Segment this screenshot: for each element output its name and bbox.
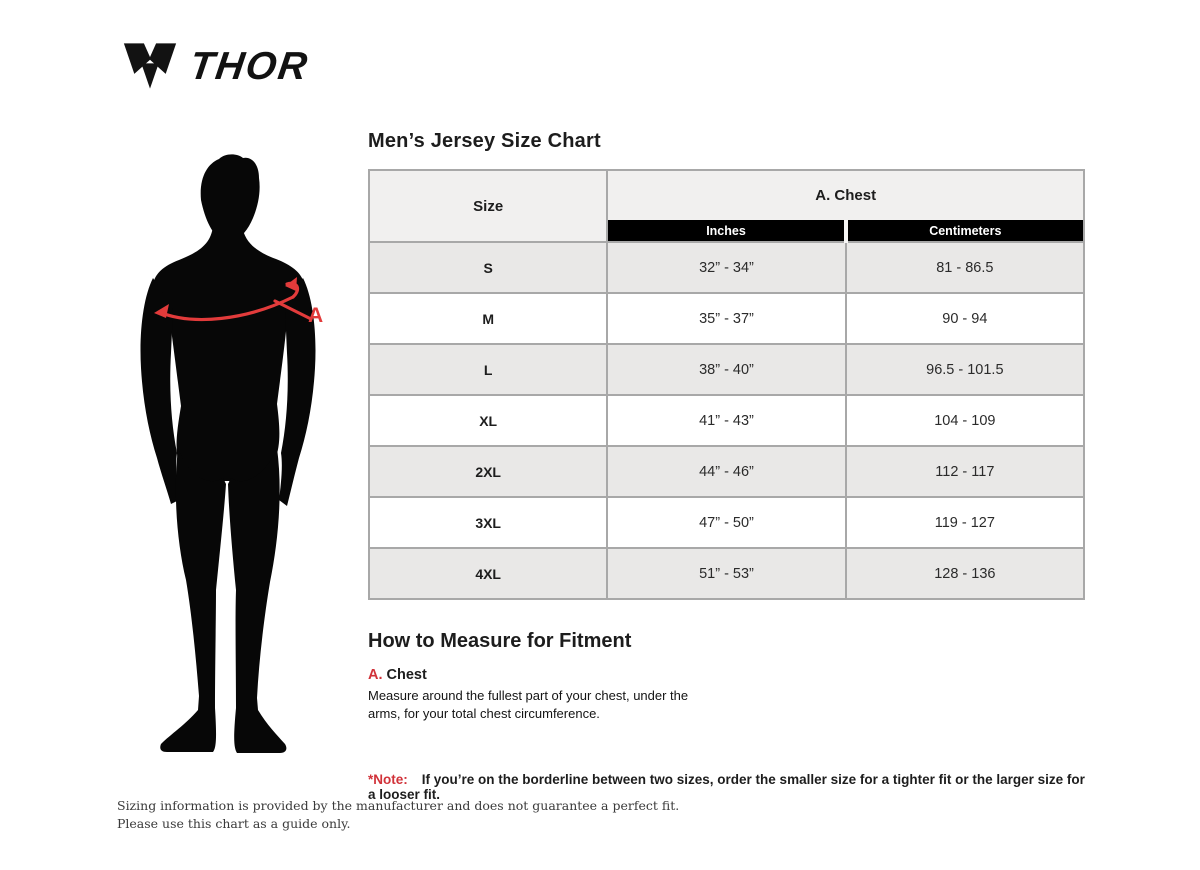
centimeters-value: 96.5 - 101.5 — [844, 343, 1086, 396]
measurement-figure: A — [115, 148, 355, 768]
table-row-3xl: 3XL 47” - 50” 119 - 127 — [367, 496, 1086, 549]
measure-item-description: Measure around the fullest part of your … — [368, 688, 689, 721]
measurement-label-a: A — [308, 304, 324, 327]
inches-value: 32” - 34” — [606, 241, 847, 294]
centimeters-value: 81 - 86.5 — [844, 241, 1086, 294]
centimeters-value: 119 - 127 — [844, 496, 1086, 549]
centimeters-value: 90 - 94 — [844, 292, 1086, 345]
size-label: M — [367, 292, 609, 345]
measure-section-title: How to Measure for Fitment — [368, 630, 632, 652]
column-header-inches: Inches — [606, 220, 847, 243]
table-row-2xl: 2XL 44” - 46” 112 - 117 — [367, 445, 1086, 498]
disclaimer-line-1: Sizing information is provided by the ma… — [117, 798, 680, 813]
disclaimer-line-2: Please use this chart as a guide only. — [117, 816, 351, 832]
note-label: *Note: — [368, 772, 408, 788]
inches-value: 41” - 43” — [606, 394, 847, 447]
size-label: S — [367, 241, 609, 294]
table-row-xl: XL 41” - 43” 104 - 109 — [367, 394, 1086, 447]
centimeters-value: 104 - 109 — [844, 394, 1086, 447]
column-header-chest: A. Chest — [606, 169, 1085, 220]
centimeters-value: 112 - 117 — [844, 445, 1086, 498]
measure-item-letter: A. — [368, 667, 383, 683]
size-label: XL — [367, 394, 609, 447]
inches-value: 35” - 37” — [606, 292, 847, 345]
inches-value: 51” - 53” — [606, 547, 847, 600]
brand-logo: THOR — [123, 42, 312, 90]
inches-value: 47” - 50” — [606, 496, 847, 549]
column-header-size: Size — [367, 169, 609, 243]
disclaimer: Sizing information is provided by the ma… — [117, 797, 679, 833]
size-label: 3XL — [367, 496, 609, 549]
table-row-s: S 32” - 34” 81 - 86.5 — [367, 241, 1086, 294]
brand-name: THOR — [186, 44, 312, 88]
size-chart-title: Men’s Jersey Size Chart — [368, 130, 601, 152]
table-row-4xl: 4XL 51” - 53” 128 - 136 — [367, 547, 1086, 600]
inches-value: 44” - 46” — [606, 445, 847, 498]
centimeters-value: 128 - 136 — [844, 547, 1086, 600]
size-label: 2XL — [367, 445, 609, 498]
size-label: 4XL — [367, 547, 609, 600]
column-header-centimeters: Centimeters — [843, 220, 1086, 243]
size-chart-content: Men’s Jersey Size Chart Size A. Chest In… — [367, 130, 1086, 802]
size-label: L — [367, 343, 609, 396]
sizing-note: *Note: If you’re on the borderline betwee… — [368, 772, 1085, 802]
measure-item-chest: A. Chest Measure around the fullest part… — [368, 667, 1085, 722]
measure-item-name: Chest — [386, 667, 427, 683]
note-text: If you’re on the borderline between two … — [368, 772, 1085, 803]
thor-y-icon — [123, 43, 177, 89]
male-silhouette-graphic — [140, 154, 316, 753]
table-row-l: L 38” - 40” 96.5 - 101.5 — [367, 343, 1086, 396]
size-chart-table: Size A. Chest Inches Centimeters S 32” -… — [367, 169, 1086, 600]
table-row-m: M 35” - 37” 90 - 94 — [367, 292, 1086, 345]
inches-value: 38” - 40” — [606, 343, 847, 396]
measure-item-heading: A. Chest — [368, 667, 1085, 683]
